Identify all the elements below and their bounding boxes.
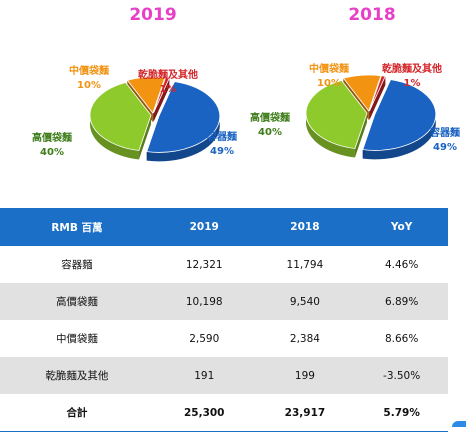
table-cell: 中價袋麵 bbox=[0, 320, 154, 357]
table-cell: 23,917 bbox=[254, 394, 356, 432]
pie-slice-percent: 1% bbox=[160, 84, 177, 95]
table-cell: 容器麵 bbox=[0, 246, 154, 283]
pie-slice bbox=[342, 74, 382, 112]
pie-slice bbox=[153, 77, 170, 114]
pie-slice bbox=[126, 76, 166, 114]
pie-chart-2019: 2019 容器麵 49% 高價袋麵 40% 中價袋麵 10% 乾脆麵及其他 1% bbox=[32, 5, 237, 162]
header-cell: 2018 bbox=[254, 208, 356, 246]
pie-slice-percent: 49% bbox=[433, 142, 457, 153]
table-total-row: 合計 25,300 23,917 5.79% bbox=[0, 394, 448, 432]
table-cell: 2,384 bbox=[254, 320, 356, 357]
table-cell: 6.89% bbox=[355, 283, 448, 320]
table-header-row: RMB 百萬 2019 2018 YoY bbox=[0, 208, 448, 246]
pie-slice bbox=[146, 81, 221, 153]
pie-charts-area: 2019 容器麵 49% 高價袋麵 40% 中價袋麵 10% 乾脆麵及其他 1% 2018 容器麵 4… bbox=[32, 5, 460, 162]
table-row: 中價袋麵 2,590 2,384 8.66% bbox=[0, 320, 448, 357]
table-row: 高價袋麵 10,198 9,540 6.89% bbox=[0, 283, 448, 320]
table-cell: 191 bbox=[153, 357, 255, 394]
table-cell: 4.46% bbox=[355, 246, 448, 283]
revenue-table-container: RMB 百萬 2019 2018 YoY 容器麵 12,321 11,794 4… bbox=[0, 208, 448, 432]
table-cell: 10,198 bbox=[153, 283, 255, 320]
pie-slice bbox=[362, 79, 437, 151]
pie-slice-percent: 10% bbox=[317, 78, 341, 89]
table-row: 容器麵 12,321 11,794 4.46% bbox=[0, 246, 448, 283]
pie-slice-side bbox=[146, 81, 220, 162]
pie-chart-title: 2018 bbox=[348, 5, 395, 25]
pie-slice-percent: 10% bbox=[77, 80, 101, 91]
header-cell: RMB 百萬 bbox=[0, 208, 154, 246]
table-cell: 乾脆麵及其他 bbox=[0, 357, 154, 394]
pie-slice-label: 中價袋麵 bbox=[309, 62, 349, 75]
table-cell: -3.50% bbox=[355, 357, 448, 394]
pie-slice bbox=[89, 82, 152, 151]
pie-slice bbox=[305, 80, 368, 149]
table-cell: 9,540 bbox=[254, 283, 356, 320]
pie-slice-wall bbox=[354, 113, 368, 158]
table-cell: 12,321 bbox=[153, 246, 255, 283]
pie-slice-label: 中價袋麵 bbox=[69, 64, 109, 77]
table-cell: 25,300 bbox=[153, 394, 255, 432]
table-cell: 高價袋麵 bbox=[0, 283, 154, 320]
pie-slice-percent: 40% bbox=[40, 147, 64, 158]
table-cell: 8.66% bbox=[355, 320, 448, 357]
pie-slice-label: 高價袋麵 bbox=[250, 111, 290, 124]
pie-slice-wall bbox=[153, 78, 170, 123]
table-cell: 11,794 bbox=[254, 246, 356, 283]
pie-slice-label: 高價袋麵 bbox=[32, 131, 72, 144]
pie-slice-label: 容器麵 bbox=[206, 130, 237, 143]
header-cell: YoY bbox=[355, 208, 448, 246]
pie-slice-percent: 40% bbox=[258, 127, 282, 138]
header-cell: 2019 bbox=[153, 208, 255, 246]
pie-slice-label: 容器麵 bbox=[429, 126, 460, 139]
pie-slice-percent: 1% bbox=[404, 78, 421, 89]
table-cell: 2,590 bbox=[153, 320, 255, 357]
pie-slice-label: 乾脆麵及其他 bbox=[382, 62, 442, 75]
table-cell: 合計 bbox=[0, 394, 154, 432]
corner-decoration bbox=[452, 421, 466, 427]
pie-slice-side bbox=[362, 79, 436, 160]
pie-chart-title: 2019 bbox=[129, 5, 176, 25]
pie-chart-2018: 2018 容器麵 49% 高價袋麵 40% 中價袋麵 10% 乾脆麵及其他 1% bbox=[250, 5, 460, 160]
pie-slice-label: 乾脆麵及其他 bbox=[138, 68, 198, 81]
table-cell: 199 bbox=[254, 357, 356, 394]
pie-slice-wall bbox=[138, 115, 152, 160]
table-cell: 5.79% bbox=[355, 394, 448, 432]
revenue-table: RMB 百萬 2019 2018 YoY 容器麵 12,321 11,794 4… bbox=[0, 208, 448, 432]
pie-slice-percent: 49% bbox=[210, 146, 234, 157]
pie-slice-wall bbox=[369, 76, 386, 121]
pie-slice bbox=[369, 75, 386, 112]
table-row: 乾脆麵及其他 191 199 -3.50% bbox=[0, 357, 448, 394]
